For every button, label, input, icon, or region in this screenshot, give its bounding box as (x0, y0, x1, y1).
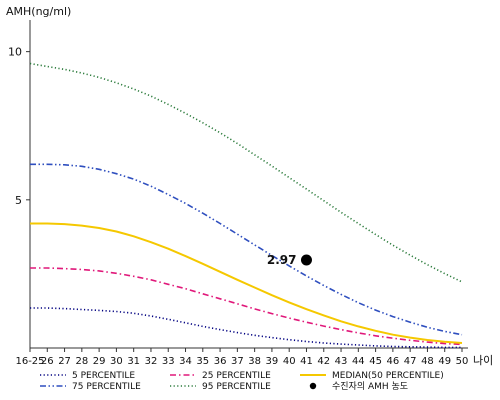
y-tick-label: 5 (15, 194, 22, 207)
x-tick-label: 45 (369, 356, 382, 367)
x-tick-label: 47 (404, 356, 417, 367)
x-tick-label: 32 (145, 356, 158, 367)
series-line-25-percentile (30, 267, 463, 346)
legend-label: 95 PERCENTILE (202, 382, 271, 392)
y-ticks: 5 10 (8, 46, 30, 207)
x-tick-label: 30 (110, 356, 123, 367)
x-tick-label: 50 (456, 356, 469, 367)
x-tick-label: 29 (93, 356, 106, 367)
x-tick-label: 48 (421, 356, 434, 367)
series-line-median-50-percentile (30, 222, 463, 344)
patient-marker: 2.97 (267, 253, 312, 267)
x-tick-label: 38 (248, 356, 261, 367)
x-tick-label: 27 (58, 356, 71, 367)
x-tick-label: 35 (196, 356, 209, 367)
x-tick-label: 34 (179, 356, 192, 367)
y-axis-label: AMH(ng/ml) (6, 5, 71, 18)
legend-marker-swatch (309, 382, 317, 390)
x-tick-label: 49 (438, 356, 451, 367)
series-lines (29, 62, 463, 349)
x-tick-label: 41 (300, 356, 313, 367)
x-tick-label: 16-25 (15, 356, 44, 367)
series-line-75-percentile (30, 163, 463, 336)
legend-label: MEDIAN(50 PERCENTILE) (332, 371, 444, 381)
x-tick-label: 43 (335, 356, 348, 367)
series-line-5-percentile (30, 307, 462, 349)
x-tick-label: 40 (283, 356, 296, 367)
legend-label: 75 PERCENTILE (72, 382, 141, 392)
patient-amh-point (300, 254, 312, 266)
x-tick-label: 42 (317, 356, 330, 367)
x-axis-label: 나이 (473, 354, 493, 367)
axes: AMH(ng/ml) 나이 (6, 5, 493, 367)
patient-amh-value-label: 2.97 (267, 253, 297, 267)
legend: 5 PERCENTILE 25 PERCENTILE MEDIAN(50 PERCE… (40, 371, 444, 392)
series-line-95-percentile (29, 62, 463, 283)
x-tick-label: 28 (75, 356, 88, 367)
legend-marker-label: 수진자의 AMH 농도 (332, 381, 408, 392)
x-tick-label: 26 (41, 356, 54, 367)
legend-label: 5 PERCENTILE (72, 371, 135, 381)
x-tick-label: 46 (387, 356, 400, 367)
x-tick-label: 36 (214, 356, 227, 367)
legend-label: 25 PERCENTILE (202, 371, 271, 381)
y-tick-label: 10 (8, 46, 22, 59)
x-tick-label: 39 (266, 356, 279, 367)
x-tick-label: 31 (127, 356, 140, 367)
x-tick-label: 33 (162, 356, 175, 367)
x-tick-label: 44 (352, 356, 365, 367)
x-tick-label: 37 (231, 356, 244, 367)
